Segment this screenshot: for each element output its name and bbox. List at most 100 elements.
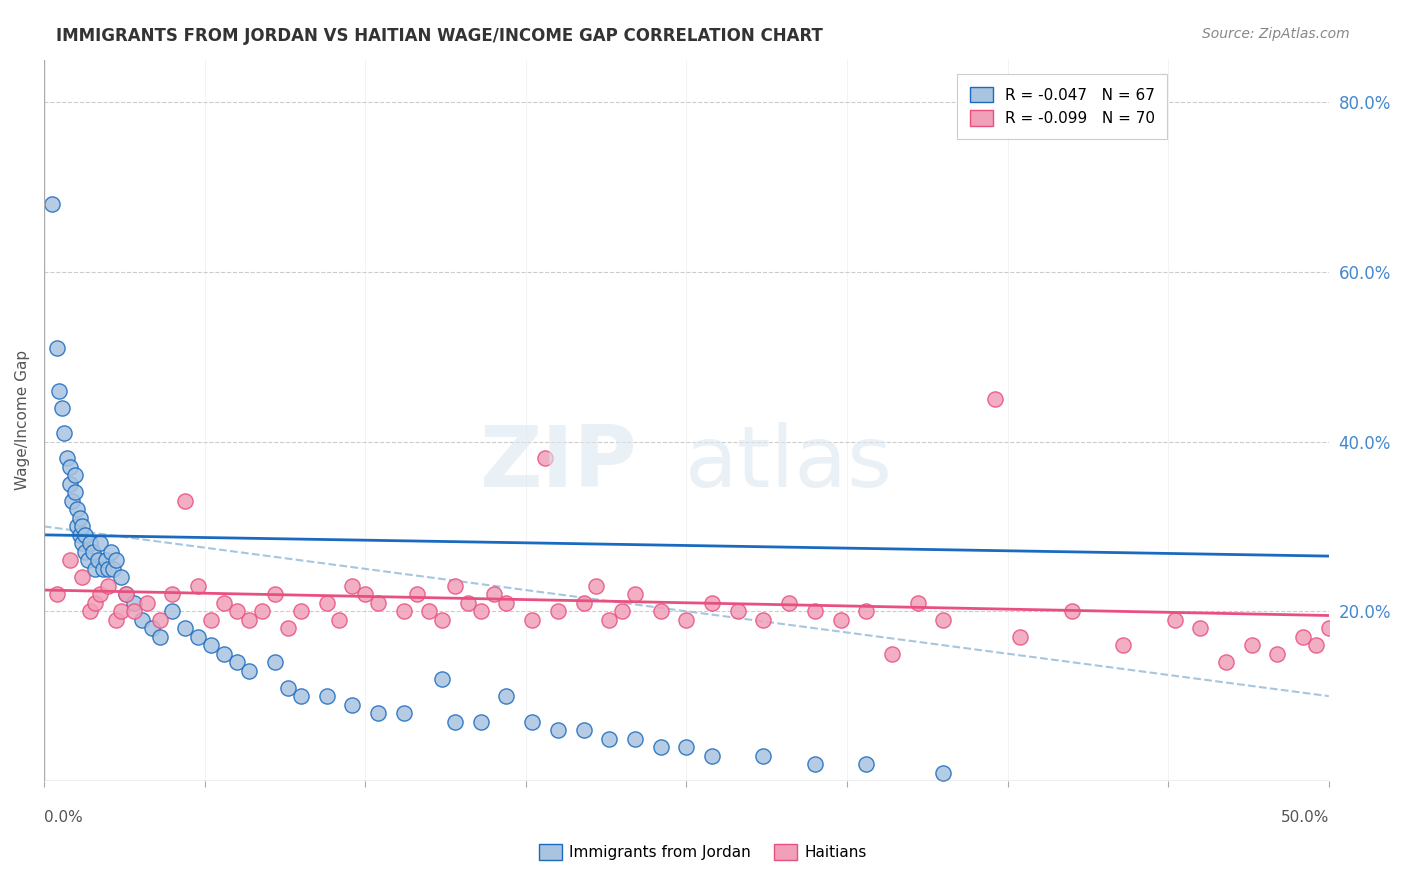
Point bbox=[72, 519, 94, 533]
Point bbox=[367, 706, 389, 720]
Point bbox=[51, 401, 73, 415]
Point bbox=[700, 748, 723, 763]
Point bbox=[342, 579, 364, 593]
Point bbox=[72, 536, 94, 550]
Point bbox=[66, 502, 89, 516]
Point bbox=[73, 545, 96, 559]
Point bbox=[212, 647, 235, 661]
Text: atlas: atlas bbox=[685, 422, 893, 505]
Point bbox=[315, 689, 337, 703]
Point bbox=[598, 731, 620, 746]
Point bbox=[1163, 613, 1185, 627]
Point bbox=[432, 672, 454, 686]
Point bbox=[290, 604, 312, 618]
Point bbox=[752, 613, 775, 627]
Point bbox=[598, 613, 620, 627]
Point bbox=[520, 613, 543, 627]
Point bbox=[225, 604, 247, 618]
Point bbox=[405, 587, 427, 601]
Point bbox=[277, 621, 299, 635]
Point bbox=[58, 460, 80, 475]
Point bbox=[45, 341, 67, 355]
Point bbox=[122, 596, 145, 610]
Point bbox=[104, 613, 127, 627]
Point bbox=[1010, 630, 1032, 644]
Point bbox=[392, 604, 415, 618]
Point bbox=[91, 562, 114, 576]
Point bbox=[495, 596, 517, 610]
Point bbox=[58, 477, 80, 491]
Point bbox=[103, 562, 125, 576]
Point bbox=[1215, 655, 1237, 669]
Point bbox=[89, 536, 111, 550]
Point bbox=[45, 587, 67, 601]
Point bbox=[470, 714, 492, 729]
Point bbox=[650, 740, 672, 755]
Point bbox=[624, 731, 647, 746]
Point bbox=[56, 451, 79, 466]
Point bbox=[727, 604, 749, 618]
Point bbox=[932, 613, 955, 627]
Point bbox=[84, 562, 107, 576]
Point bbox=[457, 596, 479, 610]
Point bbox=[97, 562, 120, 576]
Legend: Immigrants from Jordan, Haitians: Immigrants from Jordan, Haitians bbox=[533, 838, 873, 866]
Point bbox=[277, 681, 299, 695]
Point bbox=[63, 468, 86, 483]
Point bbox=[444, 579, 467, 593]
Legend: R = -0.047   N = 67, R = -0.099   N = 70: R = -0.047 N = 67, R = -0.099 N = 70 bbox=[957, 74, 1167, 138]
Point bbox=[73, 528, 96, 542]
Point bbox=[367, 596, 389, 610]
Point bbox=[932, 765, 955, 780]
Point bbox=[84, 596, 107, 610]
Point bbox=[115, 587, 138, 601]
Point bbox=[110, 604, 132, 618]
Point bbox=[624, 587, 647, 601]
Text: 0.0%: 0.0% bbox=[44, 810, 83, 825]
Point bbox=[907, 596, 929, 610]
Point bbox=[76, 553, 98, 567]
Point bbox=[432, 613, 454, 627]
Text: ZIP: ZIP bbox=[479, 422, 637, 505]
Point bbox=[482, 587, 505, 601]
Point bbox=[1189, 621, 1212, 635]
Point bbox=[63, 485, 86, 500]
Point bbox=[148, 613, 170, 627]
Point bbox=[187, 630, 209, 644]
Point bbox=[148, 630, 170, 644]
Point bbox=[804, 604, 827, 618]
Point bbox=[174, 494, 197, 508]
Point bbox=[97, 579, 120, 593]
Point bbox=[41, 197, 63, 211]
Point bbox=[315, 596, 337, 610]
Y-axis label: Wage/Income Gap: Wage/Income Gap bbox=[15, 351, 30, 491]
Point bbox=[162, 604, 184, 618]
Point bbox=[187, 579, 209, 593]
Point bbox=[1060, 604, 1083, 618]
Point bbox=[79, 536, 101, 550]
Point bbox=[675, 613, 697, 627]
Point bbox=[225, 655, 247, 669]
Text: 50.0%: 50.0% bbox=[1281, 810, 1329, 825]
Point bbox=[66, 519, 89, 533]
Point bbox=[700, 596, 723, 610]
Point bbox=[547, 723, 569, 737]
Point bbox=[804, 757, 827, 772]
Point bbox=[238, 664, 260, 678]
Point bbox=[342, 698, 364, 712]
Point bbox=[131, 613, 153, 627]
Point bbox=[135, 596, 157, 610]
Point bbox=[100, 545, 122, 559]
Point bbox=[1112, 638, 1135, 652]
Point bbox=[495, 689, 517, 703]
Point bbox=[1305, 638, 1327, 652]
Point bbox=[69, 528, 91, 542]
Point bbox=[855, 757, 877, 772]
Point bbox=[1240, 638, 1263, 652]
Point bbox=[122, 604, 145, 618]
Point bbox=[264, 587, 287, 601]
Point bbox=[830, 613, 852, 627]
Point bbox=[252, 604, 274, 618]
Point bbox=[104, 553, 127, 567]
Point bbox=[418, 604, 440, 618]
